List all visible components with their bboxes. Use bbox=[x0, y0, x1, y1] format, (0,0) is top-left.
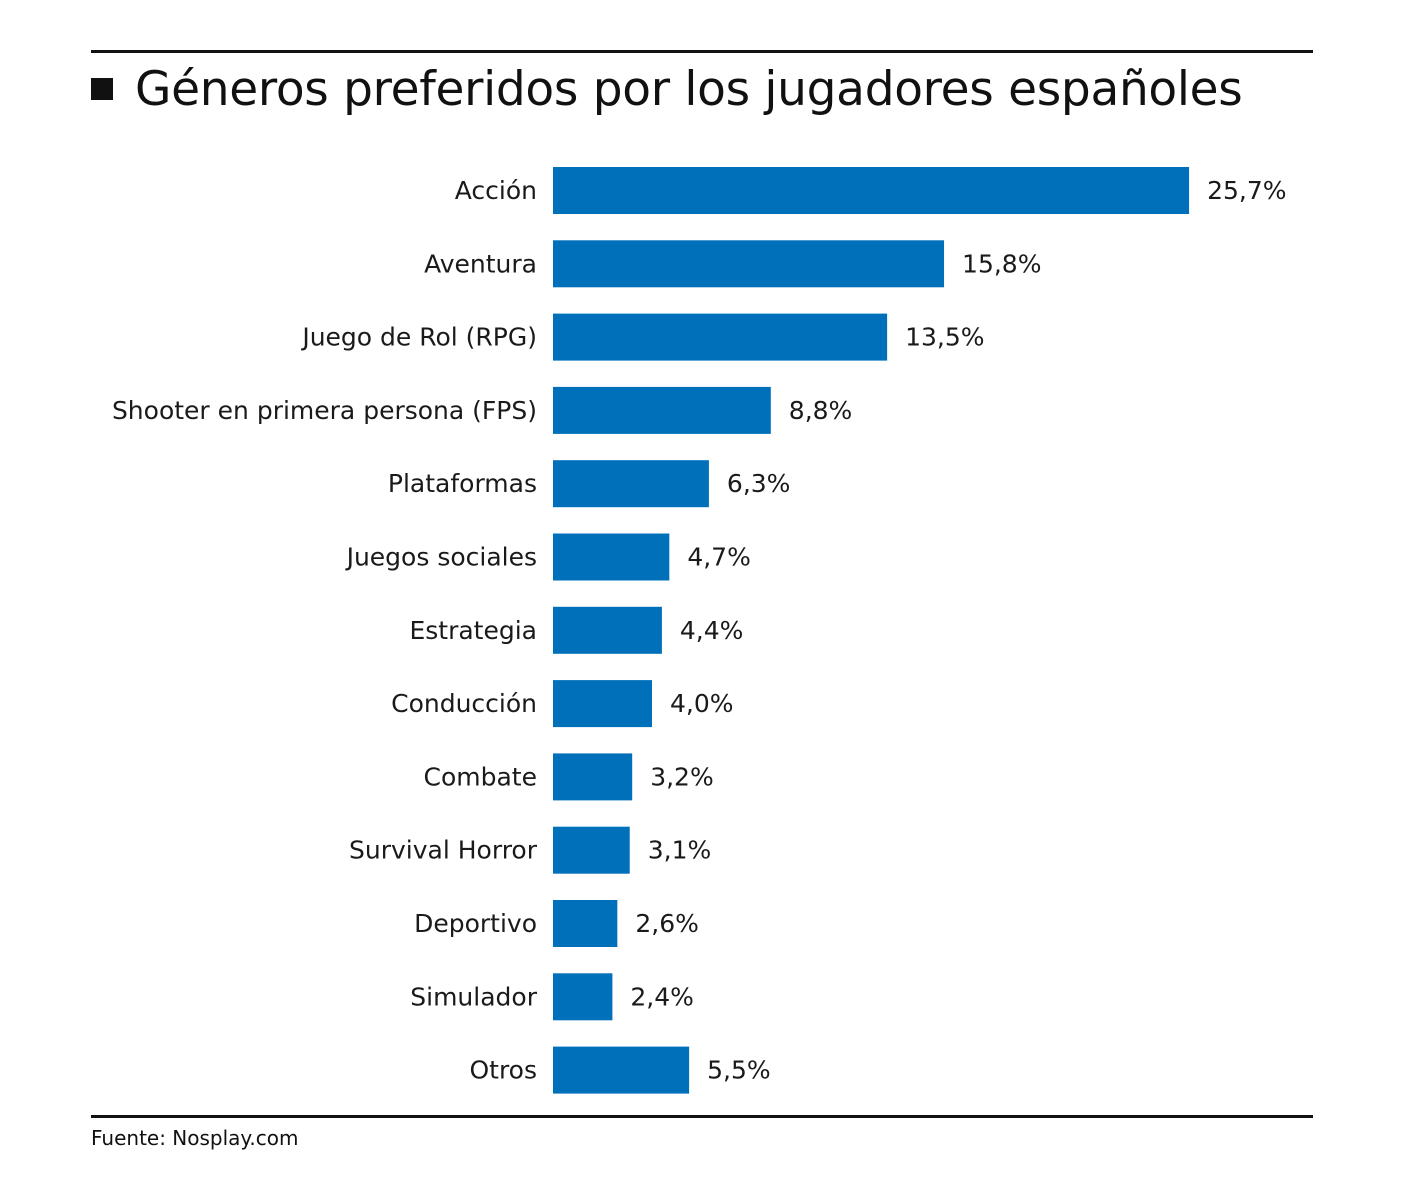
bar bbox=[553, 1046, 690, 1094]
category-label: Juego de Rol (RPG) bbox=[300, 323, 537, 352]
value-label: 5,5% bbox=[707, 1056, 771, 1085]
category-label: Aventura bbox=[424, 249, 537, 278]
value-label: 4,4% bbox=[680, 616, 744, 645]
chart-title: Géneros preferidos por los jugadores esp… bbox=[135, 61, 1243, 117]
bar bbox=[553, 167, 1190, 214]
category-label: Combate bbox=[424, 762, 537, 791]
bar bbox=[553, 753, 633, 801]
value-label: 13,5% bbox=[905, 323, 984, 352]
bar bbox=[553, 460, 709, 508]
value-label: 4,0% bbox=[670, 689, 734, 718]
title-bullet-icon bbox=[91, 78, 113, 100]
category-label: Survival Horror bbox=[349, 836, 538, 865]
bar bbox=[553, 973, 613, 1021]
top-rule bbox=[91, 50, 1313, 53]
category-label: Conducción bbox=[391, 689, 537, 718]
category-label: Deportivo bbox=[414, 909, 537, 938]
bar bbox=[553, 533, 670, 581]
category-label: Estrategia bbox=[409, 616, 537, 645]
bottom-rule bbox=[91, 1115, 1313, 1118]
value-label: 2,6% bbox=[635, 909, 699, 938]
category-label: Shooter en primera persona (FPS) bbox=[112, 396, 537, 425]
value-label: 25,7% bbox=[1207, 176, 1286, 205]
bar bbox=[553, 826, 630, 874]
value-label: 2,4% bbox=[630, 982, 694, 1011]
bar bbox=[553, 606, 662, 654]
category-label: Juegos sociales bbox=[345, 543, 537, 572]
value-label: 3,1% bbox=[648, 836, 712, 865]
title-block: Géneros preferidos por los jugadores esp… bbox=[91, 58, 1243, 120]
bar bbox=[553, 313, 888, 361]
bar bbox=[553, 900, 618, 947]
bar bbox=[553, 240, 945, 288]
category-label: Otros bbox=[469, 1056, 537, 1085]
value-label: 4,7% bbox=[687, 543, 751, 572]
category-label: Acción bbox=[455, 176, 537, 205]
value-label: 15,8% bbox=[962, 249, 1041, 278]
bar bbox=[553, 680, 652, 728]
value-label: 3,2% bbox=[650, 762, 714, 791]
bar bbox=[553, 386, 771, 434]
source-note: Fuente: Nosplay.com bbox=[91, 1126, 299, 1150]
value-label: 8,8% bbox=[789, 396, 853, 425]
category-label: Plataformas bbox=[388, 469, 537, 498]
category-label: Simulador bbox=[410, 982, 537, 1011]
value-label: 6,3% bbox=[727, 469, 791, 498]
